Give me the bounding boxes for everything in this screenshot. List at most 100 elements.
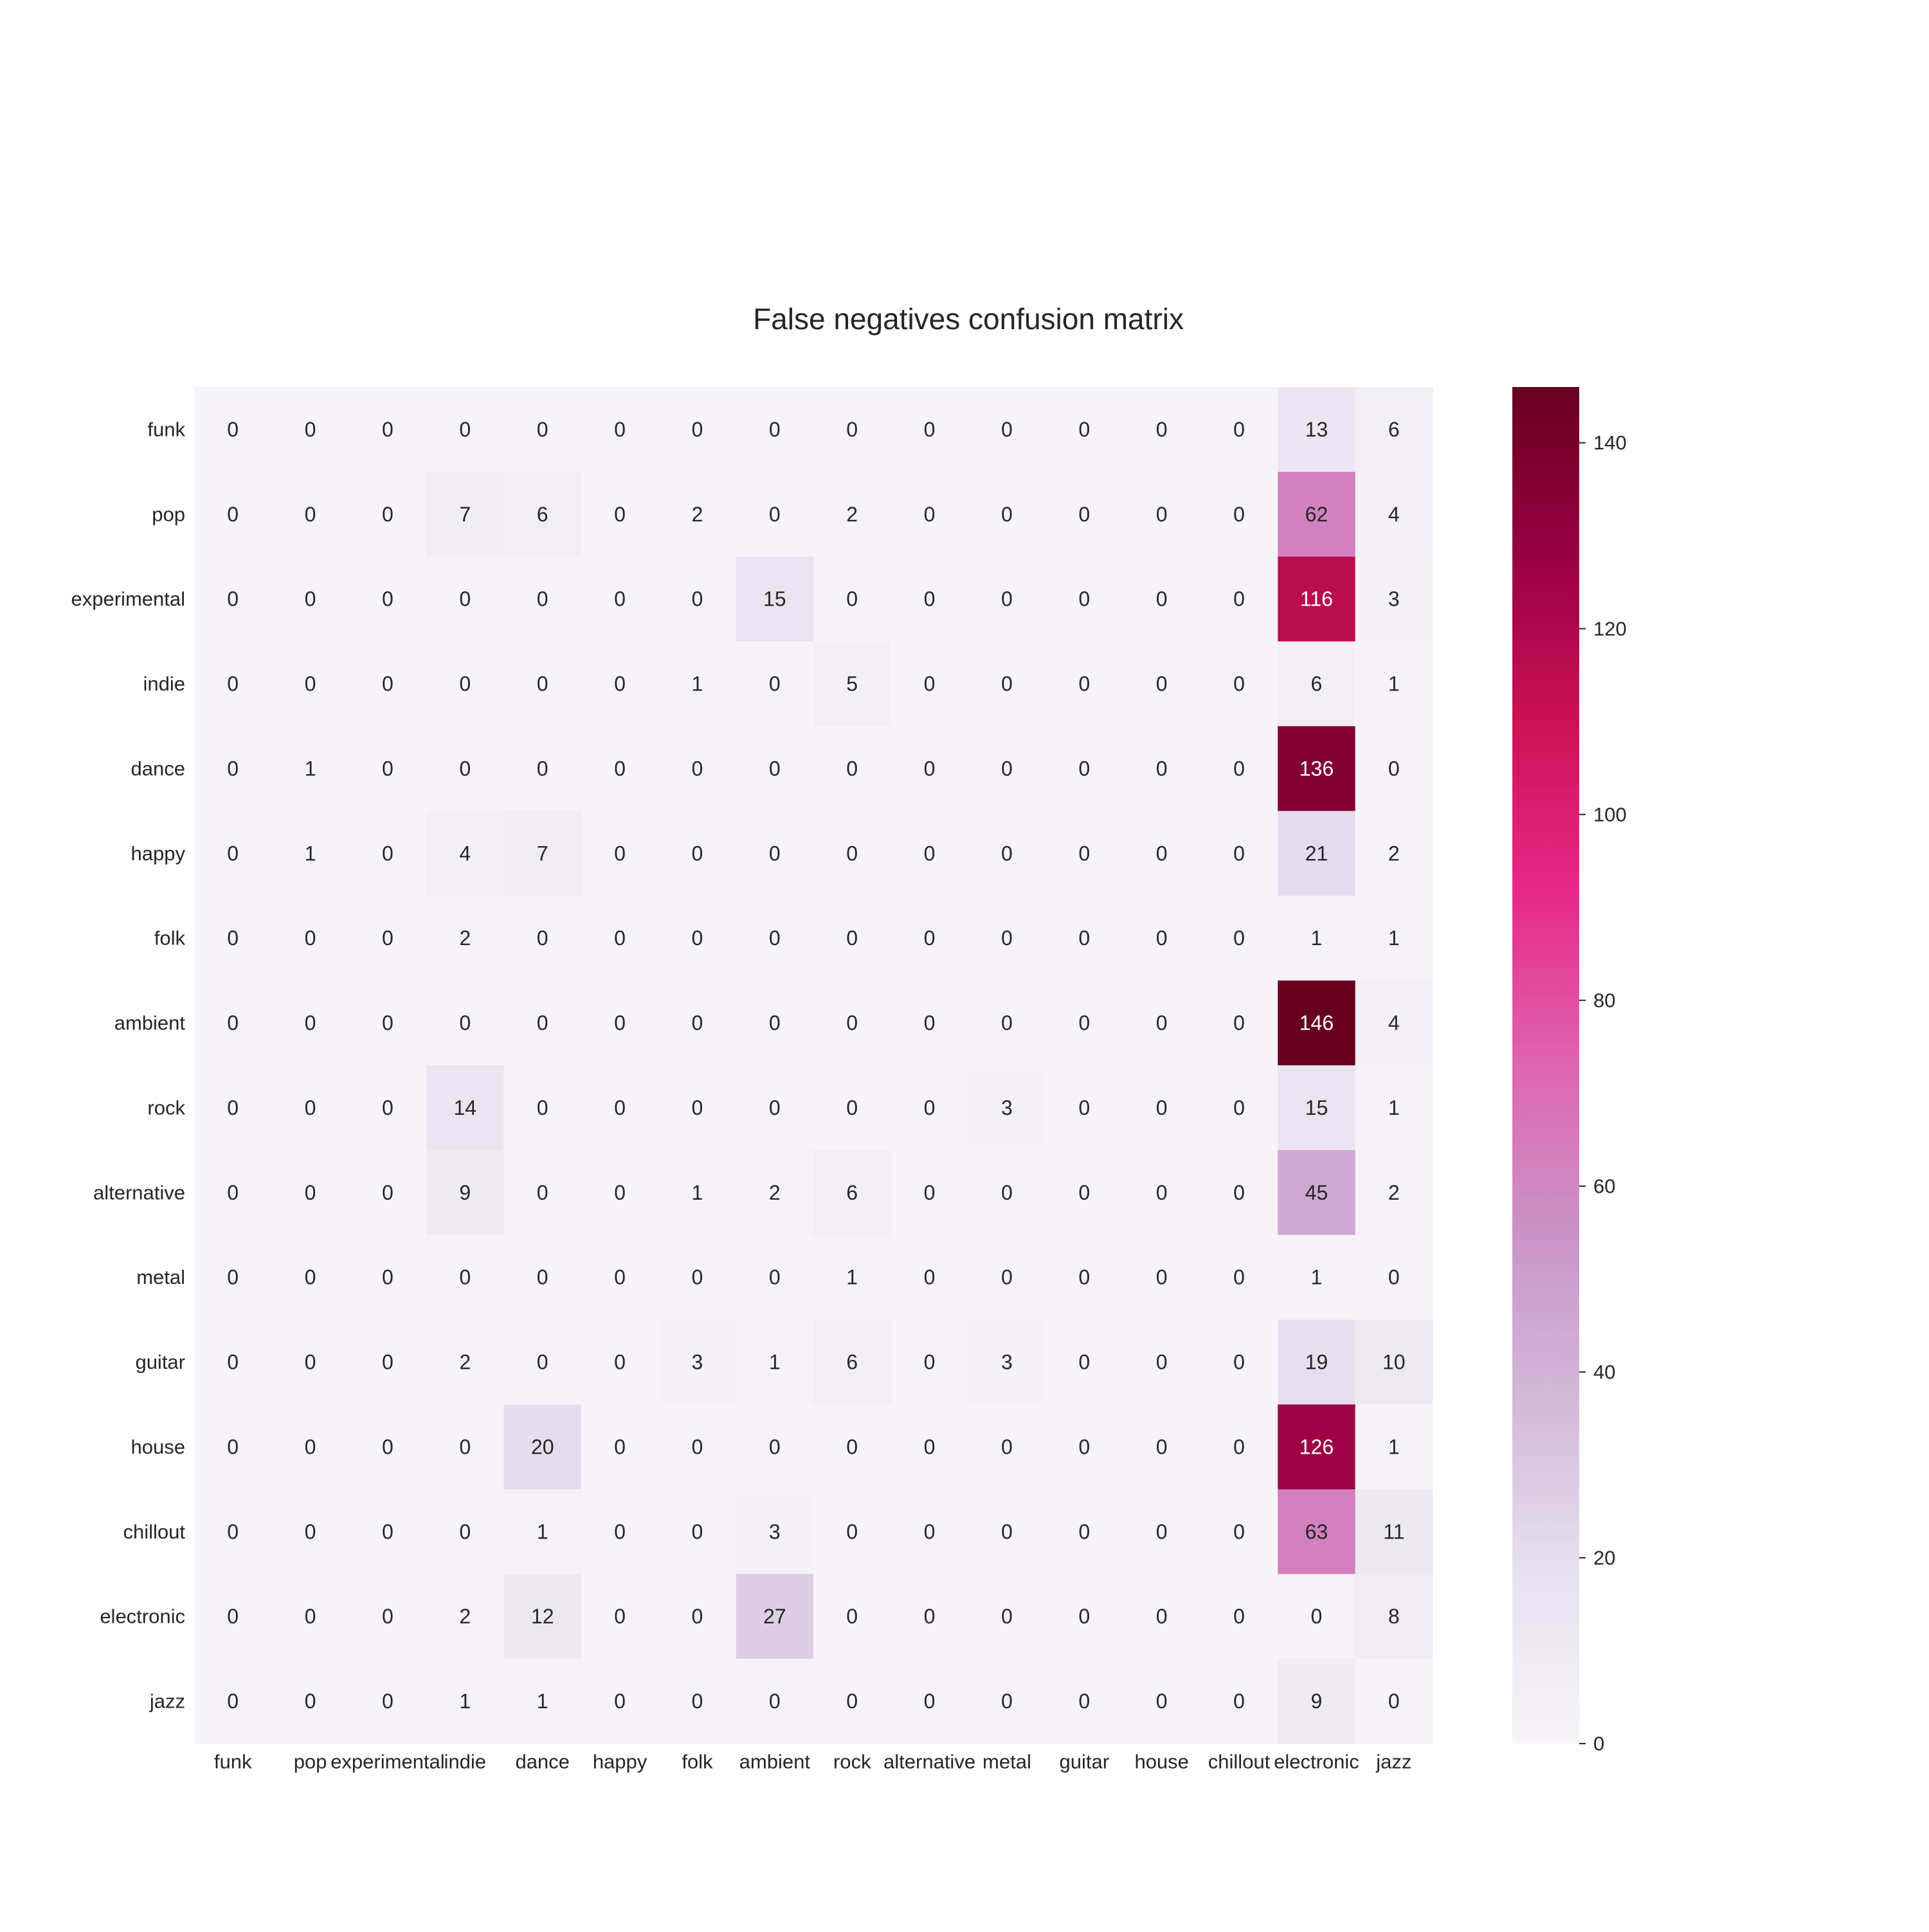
heatmap-cell (968, 1234, 1046, 1321)
cell-value-label: 0 (305, 503, 316, 526)
cell-value-label: 0 (1233, 842, 1245, 865)
cell-value-label: 0 (382, 757, 394, 780)
heatmap-cell (1046, 387, 1124, 473)
cell-value-label: 0 (614, 418, 626, 441)
heatmap-cell (891, 471, 969, 557)
cell-value-label: 62 (1305, 503, 1328, 526)
heatmap-cell (1355, 811, 1433, 896)
cell-value-label: 6 (846, 1181, 858, 1204)
heatmap-cell (736, 1234, 814, 1321)
heatmap-cell (503, 387, 582, 473)
heatmap-cell (658, 811, 737, 896)
heatmap-cell (349, 1489, 427, 1575)
x-tick-label: rock (833, 1751, 871, 1773)
heatmap-cell (1278, 471, 1356, 557)
cell-value-label: 0 (1156, 1011, 1168, 1034)
cell-value-label: 3 (769, 1520, 781, 1543)
heatmap-cell (271, 1404, 350, 1490)
heatmap-cell (194, 1404, 272, 1490)
heatmap-cell (426, 811, 505, 896)
cell-value-label: 0 (614, 503, 626, 526)
cell-value-label: 0 (305, 1181, 316, 1204)
cell-value-label: 0 (537, 757, 548, 780)
cell-value-label: 0 (1233, 1435, 1245, 1458)
heatmap-cell (658, 1404, 737, 1490)
heatmap-cell (349, 1574, 427, 1659)
cell-value-label: 0 (537, 1351, 548, 1374)
heatmap-cell (1200, 1234, 1278, 1321)
heatmap-cell (658, 641, 737, 727)
heatmap-cell (1200, 1574, 1278, 1659)
heatmap-cell (503, 1404, 582, 1490)
cell-value-label: 0 (692, 926, 703, 950)
heatmap-cell (271, 1234, 350, 1321)
cell-value-label: 0 (1078, 418, 1090, 441)
heatmap-cell (503, 980, 582, 1066)
heatmap-cell (194, 1489, 272, 1575)
heatmap-cell (194, 1319, 272, 1405)
cell-value-label: 0 (924, 588, 936, 611)
cell-value-label: 2 (1388, 1181, 1400, 1204)
cell-value-label: 0 (1001, 1435, 1013, 1458)
heatmap-cell (1355, 556, 1433, 642)
heatmap-cell (1278, 1574, 1356, 1659)
heatmap-cell (194, 1234, 272, 1321)
heatmap-cell (968, 726, 1046, 811)
heatmap-cell (1046, 641, 1124, 727)
heatmap-cell (1355, 896, 1433, 981)
heatmap-cell (1278, 641, 1356, 727)
y-tick-label: ambient (114, 1012, 186, 1034)
cell-value-label: 0 (1078, 1435, 1090, 1458)
heatmap-cell (813, 1234, 891, 1321)
heatmap-cell (503, 1150, 582, 1236)
x-tick-label: electronic (1274, 1751, 1359, 1773)
cell-value-label: 0 (1001, 1605, 1013, 1628)
heatmap-cell (503, 1065, 582, 1151)
y-tick-label: alternative (93, 1181, 185, 1204)
x-tick-label: pop (294, 1751, 327, 1773)
cell-value-label: 0 (459, 1266, 471, 1289)
cell-value-label: 0 (1001, 926, 1013, 950)
cell-value-label: 0 (1078, 503, 1090, 526)
x-tick-label: experimental (331, 1751, 444, 1773)
heatmap-cell (426, 387, 505, 473)
heatmap-cell (581, 471, 659, 557)
cell-value-label: 0 (537, 1181, 548, 1204)
cell-value-label: 0 (614, 842, 626, 865)
cell-value-label: 0 (227, 673, 239, 696)
heatmap-cell (1046, 726, 1124, 811)
heatmap-cell (736, 471, 814, 557)
heatmap-cell (349, 641, 427, 727)
cell-value-label: 2 (846, 503, 858, 526)
cell-value-label: 0 (382, 1690, 394, 1713)
cell-value-label: 0 (1078, 1605, 1090, 1628)
x-tick-label: indie (444, 1751, 487, 1773)
cell-value-label: 0 (227, 588, 239, 611)
cell-value-label: 0 (459, 757, 471, 780)
heatmap-cell (968, 980, 1046, 1066)
cell-value-label: 0 (382, 1351, 394, 1374)
heatmap-cell (349, 1234, 427, 1321)
cell-value-label: 21 (1305, 842, 1328, 865)
heatmap-cell (581, 811, 659, 896)
x-tick-label: guitar (1060, 1751, 1110, 1773)
cell-value-label: 0 (1001, 503, 1013, 526)
cell-value-label: 0 (1156, 926, 1168, 950)
heatmap-cell (891, 726, 969, 811)
cell-value-label: 0 (846, 842, 858, 865)
heatmap-cell (1355, 1319, 1433, 1405)
cell-value-label: 0 (769, 842, 781, 865)
cell-value-label: 1 (1388, 673, 1400, 696)
cell-value-label: 0 (537, 588, 548, 611)
heatmap-cell (1046, 1234, 1124, 1321)
cell-value-label: 0 (692, 1605, 703, 1628)
heatmap-cell (503, 811, 582, 896)
cell-value-label: 9 (459, 1181, 471, 1204)
cell-value-label: 0 (1078, 1181, 1090, 1204)
cell-value-label: 0 (459, 1011, 471, 1034)
cell-value-label: 4 (459, 842, 471, 865)
heatmap-cell (1200, 641, 1278, 727)
cell-value-label: 0 (1001, 588, 1013, 611)
heatmap-cell (581, 556, 659, 642)
